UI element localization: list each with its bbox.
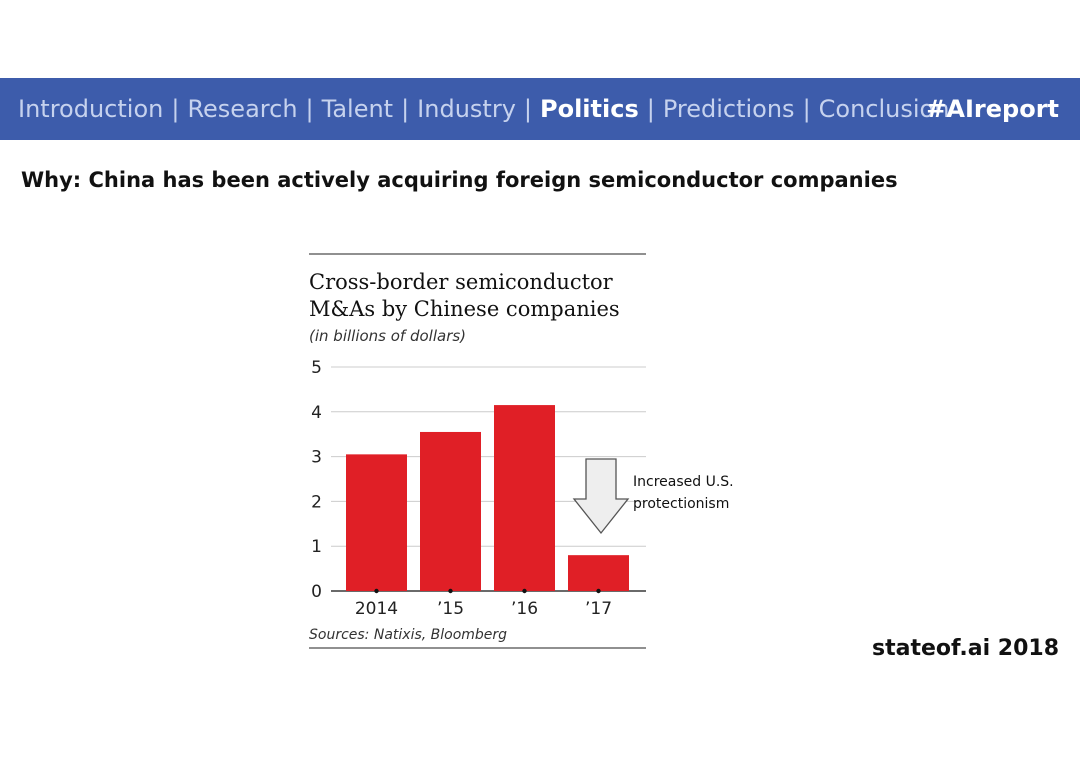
section-nav-bar: Introduction | Research | Talent | Industry | Po… (0, 78, 1080, 140)
y-tick-label: 5 (311, 358, 322, 378)
nav-item-predictions[interactable]: Predictions (662, 95, 795, 123)
bar-1 (420, 431, 481, 591)
nav-separator: | (523, 95, 532, 123)
bar-3 (568, 555, 629, 591)
chart-source: Sources: Natixis, Bloomberg (309, 627, 507, 643)
y-tick-label: 4 (311, 403, 322, 423)
footer-brand: stateof.ai 2018 (871, 636, 1059, 661)
chart-bars (346, 405, 629, 594)
nav-separator: | (305, 95, 314, 123)
nav-item-industry[interactable]: Industry (417, 95, 516, 123)
nav-separator: | (171, 95, 180, 123)
x-tick-label: 2014 (355, 599, 398, 619)
x-tick-label: ’17 (585, 599, 612, 619)
y-tick-label: 3 (311, 448, 322, 468)
nav-separator: | (802, 95, 811, 123)
y-tick-label: 0 (311, 582, 322, 602)
chart-title-line-1: Cross-border semiconductor (309, 270, 614, 294)
nav-item-research[interactable]: Research (187, 95, 298, 123)
bar-0 (346, 454, 407, 591)
x-tick-label: ’16 (511, 599, 538, 619)
chart-subtitle: (in billions of dollars) (309, 327, 466, 345)
bar-2 (494, 405, 555, 591)
annotation-line-1: Increased U.S. (633, 474, 734, 490)
nav-item-politics[interactable]: Politics (539, 95, 639, 123)
nav-item-talent[interactable]: Talent (321, 95, 394, 123)
hashtag-label: #AIreport (926, 95, 1059, 123)
annotation-line-2: protectionism (633, 496, 729, 512)
chart-x-labels: 2014 ’15 ’16 ’17 (355, 599, 612, 619)
chart-title-line-2: M&As by Chinese companies (309, 297, 620, 321)
nav-separator: | (646, 95, 655, 123)
nav-separator: | (401, 95, 410, 123)
x-tick-dot (374, 588, 379, 594)
nav-item-introduction[interactable]: Introduction (18, 95, 164, 123)
x-tick-dot (596, 588, 601, 594)
annotation-group: Increased U.S. protectionism (572, 458, 734, 535)
nav-item-conclusion[interactable]: Conclusion (818, 95, 950, 123)
down-arrow-icon (572, 458, 630, 535)
x-tick-label: ’15 (437, 599, 464, 619)
slide-headline: Why: China has been actively acquiring f… (21, 168, 898, 192)
section-nav: Introduction | Research | Talent | Industry | Po… (18, 78, 949, 140)
y-tick-label: 1 (311, 537, 322, 557)
x-tick-dot (522, 588, 527, 594)
x-tick-dot (448, 588, 453, 594)
y-tick-label: 2 (311, 492, 322, 512)
